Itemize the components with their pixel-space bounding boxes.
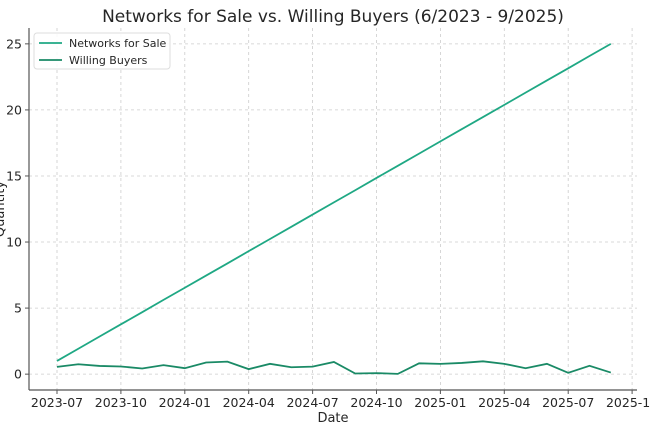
series-lines: [57, 44, 611, 374]
chart-title: Networks for Sale vs. Willing Buyers (6/…: [102, 7, 564, 27]
series-line-1: [57, 361, 611, 374]
x-tick-label: 2025-10: [606, 395, 650, 410]
ticks: 2023-07 2023-10 2024-01 2024-04 2024-07 2024-…: [6, 36, 650, 410]
x-tick-label: 2025-01: [414, 395, 466, 410]
y-tick-label: 25: [6, 36, 22, 51]
x-axis-label: Date: [317, 411, 348, 426]
x-tick-label: 2024-10: [350, 395, 402, 410]
legend-label: Willing Buyers: [69, 54, 148, 67]
grid: [29, 28, 637, 390]
x-tick-label: 2023-10: [95, 395, 147, 410]
x-tick-label: 2023-07: [31, 395, 83, 410]
x-tick-label: 2024-07: [286, 395, 338, 410]
x-tick-label: 2025-07: [542, 395, 594, 410]
x-tick-label: 2025-04: [478, 395, 530, 410]
y-axis-label: Quantity: [0, 181, 8, 237]
x-tick-label: 2024-04: [223, 395, 275, 410]
y-tick-label: 20: [6, 102, 22, 117]
y-tick-label: 5: [14, 301, 22, 316]
y-tick-label: 0: [14, 367, 22, 382]
y-tick-label: 10: [6, 235, 22, 250]
legend: Networks for Sale Willing Buyers: [34, 33, 170, 69]
x-tick-label: 2024-01: [159, 395, 211, 410]
y-tick-label: 15: [6, 168, 22, 183]
legend-label: Networks for Sale: [69, 37, 167, 50]
